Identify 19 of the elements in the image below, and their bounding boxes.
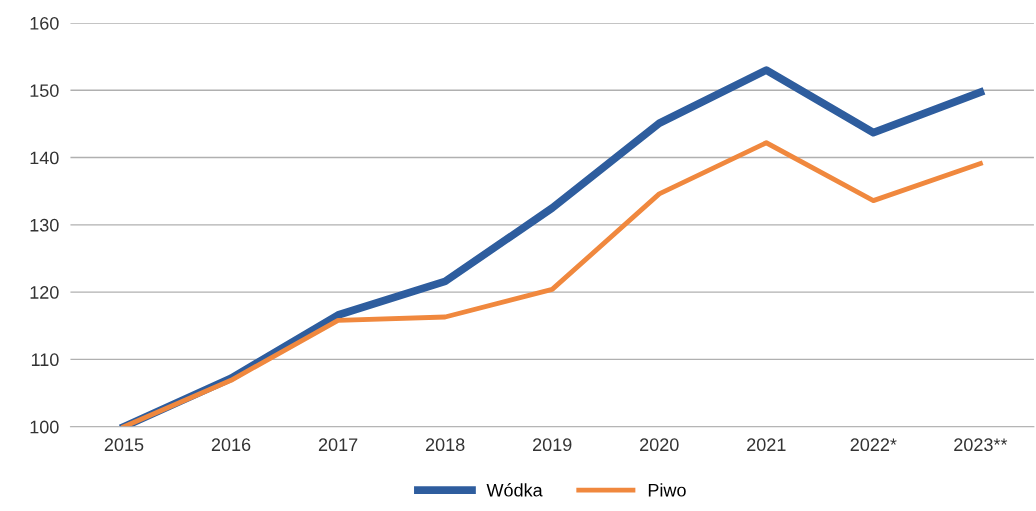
x-tick-label: 2021: [747, 438, 786, 452]
y-tick-label: 130: [30, 218, 59, 232]
y-tick-label: 120: [30, 286, 59, 299]
x-tick-label: 2023**: [954, 438, 1008, 452]
y-tick-label: 140: [30, 151, 59, 165]
y-tick-label: 150: [30, 84, 59, 97]
y-tick-label: 160: [30, 16, 59, 30]
x-tick-label: 2018: [425, 438, 465, 452]
y-tick-label: 100: [30, 420, 59, 434]
legend-label: Wódka: [486, 483, 543, 497]
x-tick-label: 2022*: [850, 438, 897, 452]
x-tick-label: 2016: [211, 438, 251, 452]
x-tick-label: 2015: [104, 438, 144, 452]
x-tick-label: 2019: [533, 438, 572, 452]
x-tick-label: 2020: [640, 438, 679, 452]
y-tick-label: 110: [31, 353, 59, 367]
line-series: [121, 140, 983, 427]
x-tick-label: 2017: [318, 438, 358, 452]
legend-label: Piwo: [648, 483, 686, 497]
